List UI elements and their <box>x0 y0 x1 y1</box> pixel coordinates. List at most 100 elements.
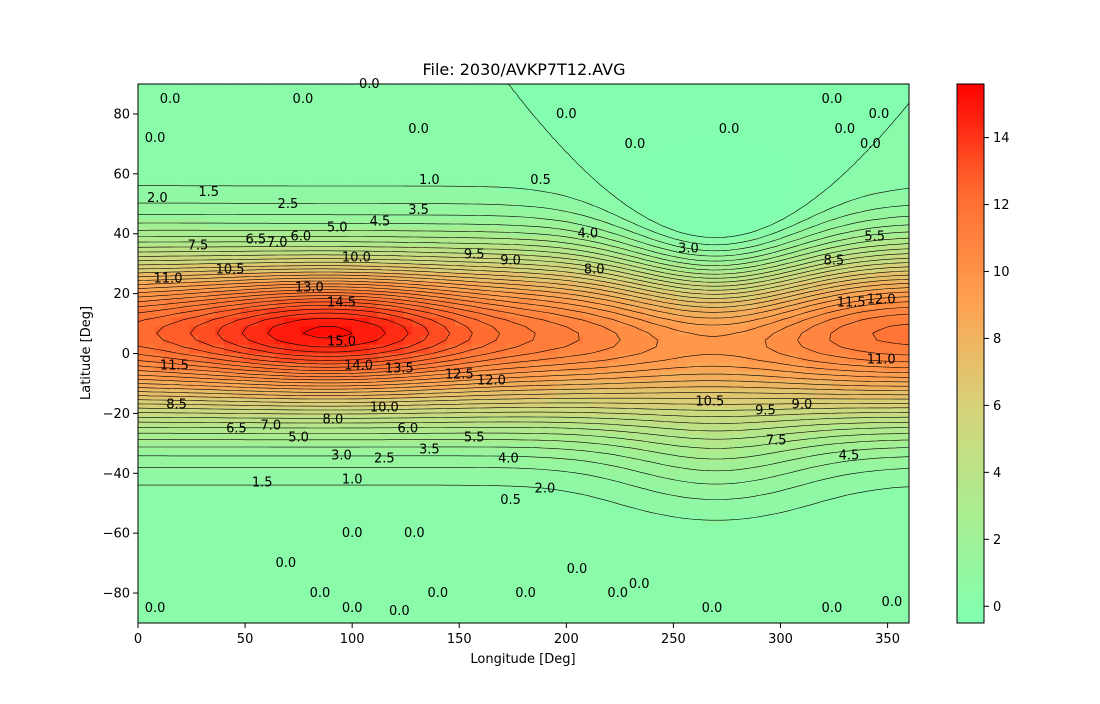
contour-fill-cell <box>694 506 704 516</box>
contour-fill-cell <box>180 290 190 301</box>
contour-fill-cell <box>480 128 490 139</box>
contour-fill-cell <box>352 272 362 283</box>
contour-fill-cell <box>669 236 679 247</box>
contour-fill-cell <box>249 299 259 310</box>
contour-fill-cell <box>754 84 764 94</box>
contour-fill-cell <box>163 200 173 211</box>
contour-fill-cell <box>806 407 816 417</box>
contour-fill-cell <box>660 497 670 507</box>
contour-fill-cell <box>480 92 490 103</box>
contour-fill-cell <box>729 470 739 480</box>
contour-fill-cell <box>840 110 850 121</box>
contour-fill-cell <box>883 416 893 426</box>
contour-fill-cell <box>163 389 173 400</box>
contour-fill-cell <box>472 425 482 435</box>
contour-fill-cell <box>789 164 799 175</box>
contour-fill-cell <box>686 389 696 400</box>
contour-fill-cell <box>823 173 833 184</box>
contour-fill-cell <box>737 335 747 346</box>
contour-fill-cell <box>429 389 439 400</box>
contour-fill-cell <box>831 407 842 417</box>
contour-fill-cell <box>746 110 756 121</box>
contour-fill-cell <box>463 470 473 480</box>
contour-fill-cell <box>857 146 867 157</box>
contour-fill-cell <box>326 200 336 211</box>
contour-fill-cell <box>360 560 370 570</box>
contour-fill-cell <box>223 542 233 552</box>
contour-fill-cell <box>806 290 816 301</box>
contour-fill-cell <box>163 551 173 561</box>
contour-fill-cell <box>300 272 310 283</box>
contour-fill-cell <box>592 452 602 462</box>
contour-fill-cell <box>806 128 816 139</box>
contour-fill-cell <box>746 515 756 525</box>
contour-fill-cell <box>600 326 610 337</box>
contour-fill-cell <box>275 524 285 534</box>
contour-fill-cell <box>866 497 876 507</box>
contour-fill-cell <box>215 272 225 283</box>
contour-fill-cell <box>789 119 799 130</box>
contour-fill-cell <box>275 137 285 148</box>
contour-fill-cell <box>891 317 902 328</box>
contour-fill-cell <box>317 560 328 570</box>
contour-fill-cell <box>163 308 173 319</box>
contour-fill-cell <box>669 398 679 408</box>
contour-fill-cell <box>900 533 909 543</box>
contour-fill-cell <box>206 389 216 400</box>
contour-fill-cell <box>583 173 593 184</box>
contour-fill-cell <box>189 371 199 382</box>
contour-fill-cell <box>711 191 722 202</box>
contour-fill-cell <box>583 533 593 543</box>
contour-fill-cell <box>412 533 422 543</box>
contour-fill-cell <box>540 191 550 202</box>
contour-fill-cell <box>626 389 636 400</box>
contour-fill-cell <box>138 551 148 561</box>
contour-fill-cell <box>583 416 593 426</box>
contour-fill-cell <box>257 290 268 301</box>
contour-fill-cell <box>523 551 533 561</box>
contour-fill-cell <box>232 92 242 103</box>
contour-fill-cell <box>335 299 345 310</box>
contour-fill-cell <box>711 560 722 570</box>
contour-fill-cell <box>283 137 293 148</box>
contour-fill-cell <box>754 128 764 139</box>
contour-fill-cell <box>574 191 585 202</box>
contour-fill-cell <box>626 542 636 552</box>
contour-fill-cell <box>660 317 670 328</box>
contour-fill-cell <box>275 308 285 319</box>
contour-fill-cell <box>489 101 499 112</box>
contour-fill-cell <box>343 200 353 211</box>
contour-fill-cell <box>711 371 722 382</box>
contour-fill-cell <box>703 407 713 417</box>
contour-fill-cell <box>737 524 747 534</box>
contour-fill-cell <box>172 398 182 408</box>
contour-fill-cell <box>900 155 909 166</box>
contour-fill-cell <box>592 128 602 139</box>
contour-fill-cell <box>429 335 439 346</box>
contour-fill-cell <box>395 515 405 525</box>
contour-fill-cell <box>754 470 764 480</box>
contour-fill-cell <box>814 407 824 417</box>
contour-fill-cell <box>463 101 473 112</box>
contour-fill-cell <box>326 560 336 570</box>
contour-fill-cell <box>686 569 696 579</box>
contour-fill-cell <box>163 245 173 256</box>
contour-fill-cell <box>197 506 208 516</box>
contour-fill-cell <box>626 236 636 247</box>
contour-fill-cell <box>686 506 696 516</box>
contour-fill-cell <box>163 470 173 480</box>
contour-fill-cell <box>874 281 884 292</box>
contour-fill-cell <box>866 209 876 220</box>
contour-fill-cell <box>497 101 507 112</box>
contour-fill-cell <box>900 542 909 552</box>
contour-fill-cell <box>840 344 850 355</box>
contour-fill-cell <box>866 110 876 121</box>
contour-fill-cell <box>412 155 422 166</box>
contour-fill-cell <box>592 209 602 220</box>
contour-fill-cell <box>831 200 842 211</box>
contour-fill-cell <box>849 524 859 534</box>
contour-fill-cell <box>652 497 662 507</box>
contour-fill-cell <box>266 569 276 579</box>
contour-fill-cell <box>403 191 413 202</box>
